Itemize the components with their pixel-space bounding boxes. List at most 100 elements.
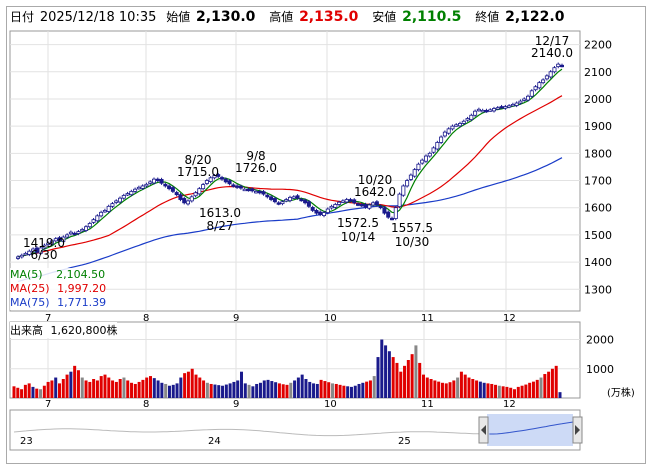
- candle-body: [556, 63, 561, 68]
- volume-bar: [95, 380, 99, 398]
- volume-bar: [456, 377, 460, 398]
- volume-bar: [179, 377, 183, 398]
- volume-bar: [58, 383, 61, 398]
- volume-bar: [12, 386, 16, 398]
- high-value: 2,135.0: [299, 9, 359, 25]
- volume-bar: [486, 383, 490, 398]
- candle-body: [310, 207, 315, 211]
- open-value: 2,130.0: [196, 9, 256, 25]
- volume-bar: [315, 383, 319, 398]
- candle-body: [106, 205, 111, 212]
- candle-body: [378, 205, 383, 209]
- price-tick-label: 2100: [584, 66, 612, 79]
- volume-bar: [84, 380, 88, 398]
- volume-bar: [217, 385, 221, 398]
- price-grid: [10, 44, 580, 290]
- candle-body: [133, 188, 138, 192]
- candle-body: [208, 177, 213, 183]
- price-month-label: 7: [45, 313, 51, 324]
- candle-body: [136, 186, 141, 190]
- candle-body: [348, 199, 353, 202]
- volume-bar: [46, 381, 50, 398]
- candle-body: [552, 67, 557, 73]
- volume-bar: [437, 381, 441, 398]
- volume-bar: [80, 377, 84, 398]
- candle-body: [65, 234, 70, 238]
- volume-bar: [251, 386, 255, 398]
- candle-body: [185, 200, 190, 205]
- candle-body: [439, 136, 444, 143]
- annotation-value: 2140.0: [531, 46, 573, 60]
- candle-body: [401, 185, 406, 196]
- navigator-selection-line: [489, 420, 579, 435]
- candle-body: [412, 169, 417, 177]
- volume-bar: [175, 383, 179, 398]
- volume-bar: [501, 386, 505, 398]
- volume-bar: [224, 384, 228, 398]
- volume-bar: [122, 377, 126, 398]
- volume-bar: [202, 380, 206, 398]
- candle-body: [19, 254, 24, 258]
- candle-body: [333, 204, 338, 208]
- candle-body: [544, 75, 549, 80]
- candle-body: [204, 180, 209, 184]
- price-tick-label: 2000: [584, 93, 612, 106]
- navigator-selection[interactable]: [487, 414, 573, 446]
- volume-bar: [76, 370, 80, 398]
- low-label: 安値: [372, 10, 397, 24]
- candle-body: [389, 217, 394, 221]
- volume-legend: 出来高 1,620,800株: [10, 322, 118, 338]
- volume-month-label: 11: [421, 399, 434, 410]
- volume-month-label: 7: [45, 399, 51, 410]
- candle-body: [405, 180, 410, 187]
- candle-body: [503, 106, 508, 109]
- candle-body: [129, 190, 134, 196]
- candle-body: [337, 201, 342, 205]
- volume-bar: [42, 385, 46, 398]
- candle-body: [442, 131, 447, 137]
- candle-body: [491, 108, 496, 112]
- volume-bar: [323, 381, 327, 398]
- candle-body: [23, 252, 28, 256]
- candle-body: [114, 200, 119, 203]
- annotation-date: 12/17: [535, 34, 570, 48]
- volume-bar: [194, 374, 198, 398]
- volume-bar: [99, 376, 103, 398]
- volume-bar: [190, 368, 194, 398]
- volume-bar: [277, 383, 281, 398]
- volume-bar: [289, 382, 293, 398]
- annotation-date: 8/20: [185, 153, 212, 167]
- candle-body: [121, 195, 126, 199]
- candle-body: [151, 178, 156, 184]
- candle-body: [374, 201, 379, 206]
- volume-bar: [535, 379, 539, 398]
- candle-body: [163, 183, 168, 187]
- volume-bar: [205, 382, 209, 398]
- candle-body: [242, 188, 247, 192]
- candle-body: [529, 90, 534, 97]
- volume-bar: [372, 376, 376, 398]
- candle-body: [526, 95, 531, 101]
- volume-month-label: 10: [324, 399, 337, 410]
- volume-bar: [198, 377, 202, 398]
- close-label: 終値: [475, 10, 500, 24]
- navigator-right-handle[interactable]: [572, 416, 583, 444]
- volume-bar: [444, 383, 448, 398]
- candle-body: [423, 155, 428, 162]
- volume-bar: [247, 384, 251, 398]
- candle-body: [329, 205, 334, 209]
- candle-body: [223, 178, 228, 183]
- volume-bar: [262, 380, 266, 398]
- volume-bar: [550, 368, 554, 398]
- volume-bar: [258, 382, 262, 398]
- price-tick-label: 2200: [584, 39, 612, 52]
- candle-body: [382, 207, 387, 214]
- volume-bar: [410, 354, 414, 398]
- candle-body: [514, 102, 519, 106]
- annotation-date: 10/14: [341, 230, 376, 244]
- volume-bar: [308, 381, 312, 398]
- candle-body: [367, 204, 372, 209]
- navigator-left-handle[interactable]: [478, 416, 489, 444]
